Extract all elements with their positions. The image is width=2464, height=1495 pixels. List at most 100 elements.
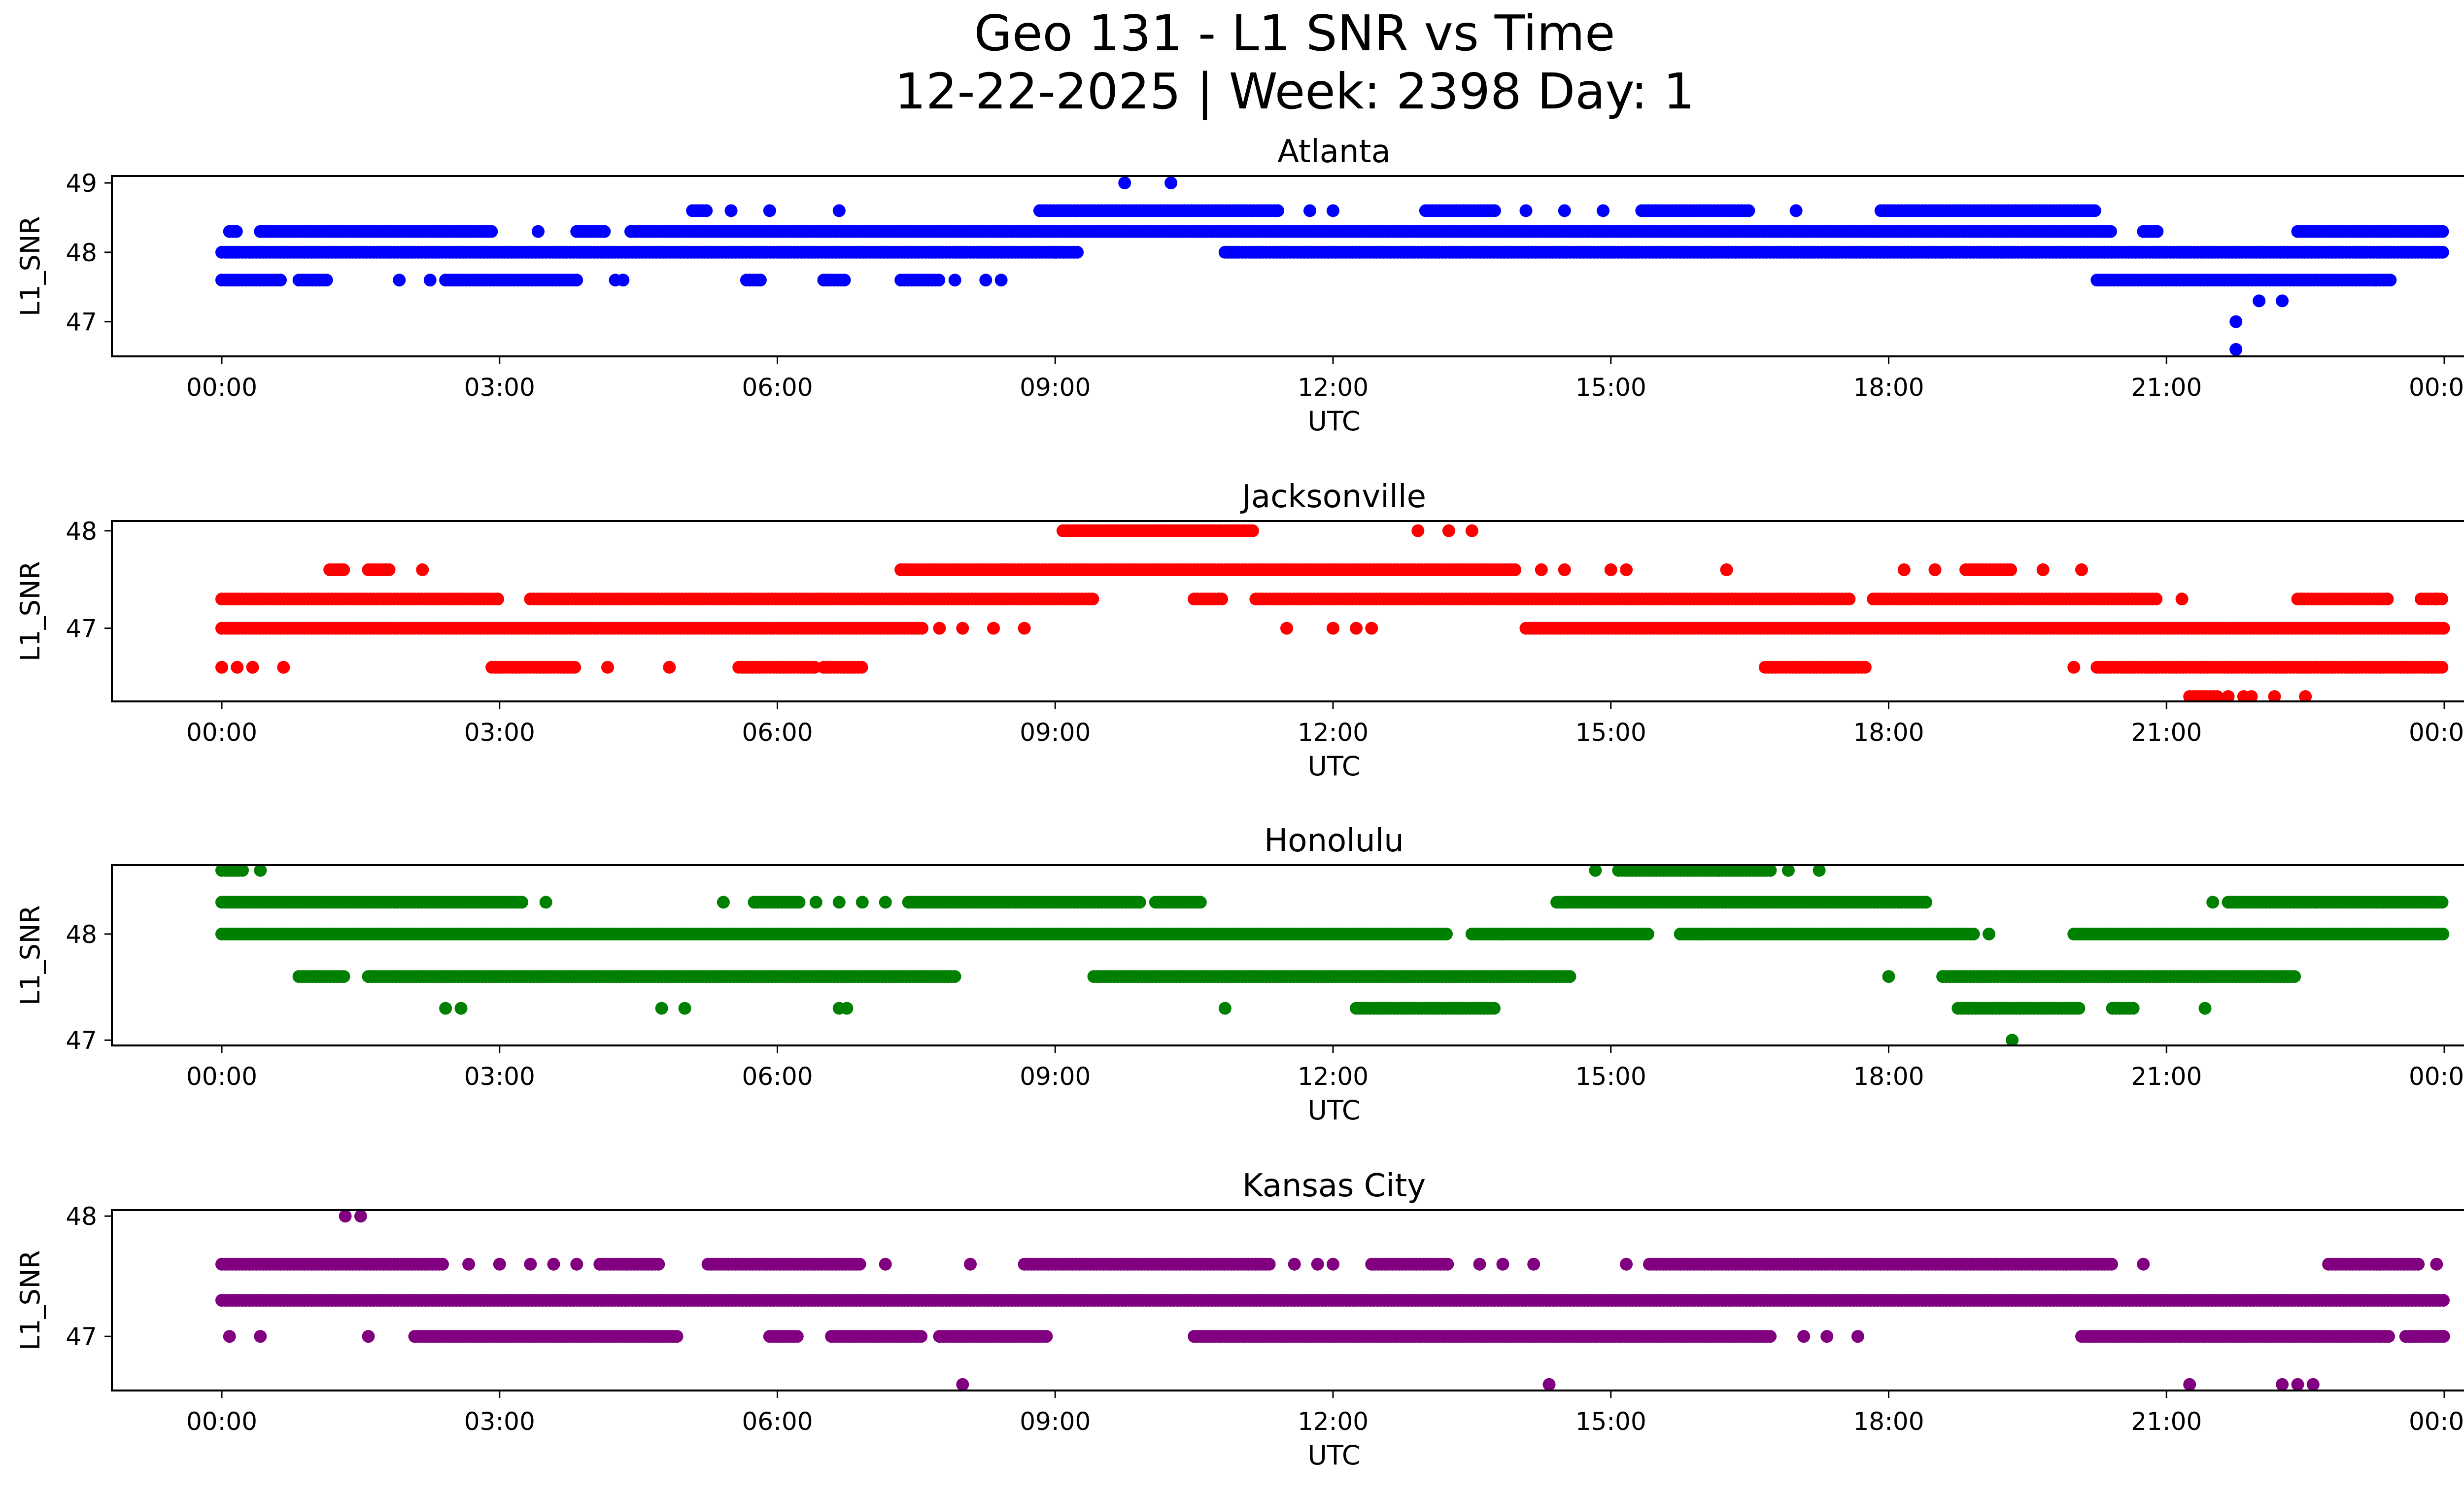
data-point [2004,563,2018,576]
data-point [1327,204,1339,217]
data-point [1843,592,1856,606]
data-point [1712,865,1725,877]
subplot-title: Atlanta [1277,134,1391,170]
data-point [2175,592,2189,606]
data-point [539,896,552,909]
data-point [2198,1002,2212,1015]
data-point [2229,315,2243,328]
x-tick-label: 00:00 [186,718,257,747]
data-point [1508,563,1522,576]
data-point [1465,524,1478,537]
subplot-title: Honolulu [1264,823,1404,859]
data-point [1118,176,1131,190]
data-point [601,661,614,674]
data-point [393,274,406,287]
data-point [616,274,630,287]
data-point [1558,204,1571,217]
figure-title-line2: 12-22-2025 | Week: 2398 Day: 1 [894,63,1694,120]
data-point [763,204,776,217]
data-point [753,274,767,287]
data-point [1194,896,1207,909]
data-point [2436,225,2449,238]
data-point [2206,896,2220,909]
data-point [568,661,582,674]
data-point [1563,970,1576,983]
data-point [1919,896,1933,909]
data-point [2072,1002,2086,1015]
data-point [1246,524,1259,537]
data-point [717,896,730,909]
data-point [1271,204,1284,217]
x-tick-label: 03:00 [464,718,535,747]
data-point [2229,343,2243,356]
data-point [840,1002,854,1015]
data-point [879,896,892,909]
data-point [1781,865,1795,877]
x-tick-label: 21:00 [2131,1062,2202,1091]
data-point [1018,622,1031,635]
data-point [792,896,806,909]
data-point [416,563,429,576]
data-point [1519,204,1533,217]
y-axis-label: L1_SNR [15,561,46,661]
y-tick-label: 48 [66,239,97,267]
x-tick-label: 18:00 [1853,373,1924,402]
x-tick-label: 12:00 [1298,373,1369,402]
data-point [1440,927,1453,940]
x-tick-label: 00:00 [2409,718,2464,747]
data-point [2384,274,2397,287]
x-tick-label: 15:00 [1575,373,1646,402]
data-point [2268,690,2281,701]
data-point [663,661,676,674]
data-point [1327,622,1339,635]
data-point [1967,927,1980,940]
data-point [337,970,350,983]
data-point [1365,622,1378,635]
data-point [1218,1002,1232,1015]
x-tick-label: 12:00 [1298,1062,1369,1091]
data-point [948,274,961,287]
data-point [1897,563,1911,576]
data-point [1280,622,1293,635]
x-axis-label: UTC [1307,751,1360,782]
x-tick-label: 03:00 [464,1062,535,1091]
x-tick-label: 21:00 [2131,718,2202,747]
data-point [678,1002,691,1015]
data-point [454,1002,468,1015]
data-point [1350,622,1363,635]
data-point [2237,690,2250,701]
subplot-title: Kansas City [1242,1168,1426,1204]
data-point [1620,563,1633,576]
x-tick-label: 00:00 [186,1062,257,1091]
data-point [439,1002,452,1015]
y-tick-label: 48 [66,517,97,546]
data-point [1928,563,1942,576]
x-tick-label: 06:00 [742,718,813,747]
x-tick-label: 06:00 [742,373,813,402]
data-point [832,204,846,217]
data-point [215,661,228,674]
x-tick-label: 09:00 [1020,718,1091,747]
data-point [1488,1002,1501,1015]
data-point [933,622,946,635]
data-point [808,661,821,674]
data-point [2299,690,2312,701]
data-point [2288,970,2301,983]
data-point [1442,524,1455,537]
data-point [855,661,868,674]
subplot-panels: Atlanta 00:00 03:00 06:00 09:00 12:00 15:00 18:… [15,134,2464,1471]
axes-frame [111,175,2464,357]
data-point [1720,563,1733,576]
data-point [2435,661,2449,674]
data-point [1641,927,1654,940]
data-point [231,661,244,674]
data-point [1742,204,1755,217]
data-point [948,970,961,983]
y-tick-label: 49 [66,169,97,198]
x-tick-label: 09:00 [1020,1062,1091,1091]
data-point [1086,592,1099,606]
x-tick-label: 21:00 [2131,373,2202,402]
axes-frame [111,864,2464,1046]
